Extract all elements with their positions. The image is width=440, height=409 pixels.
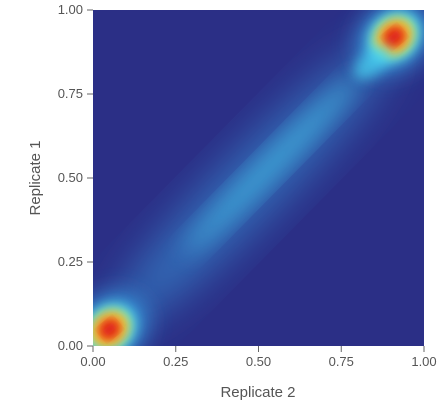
x-axis-label: Replicate 2 [220,384,295,401]
peak-center [103,323,116,335]
ridge-inner [184,76,359,254]
x-tick-label: 0.25 [163,354,188,369]
y-axis-ticks: 0.00 0.25 0.50 0.75 1.00 [58,2,93,353]
y-tick-label: 0.25 [58,254,83,269]
density-peak [357,10,424,73]
y-tick-label: 0.00 [58,338,83,353]
y-tick-label: 0.75 [58,86,83,101]
x-tick-label: 0.75 [329,354,354,369]
density-layer [93,10,424,346]
x-tick-label: 0.00 [80,354,105,369]
x-tick-label: 1.00 [411,354,436,369]
density-peak [93,293,147,346]
peak-center [388,31,400,43]
x-tick-label: 0.50 [246,354,271,369]
y-tick-label: 1.00 [58,2,83,17]
y-axis-label: Replicate 1 [27,140,44,215]
peak-tail [353,46,391,80]
x-axis-ticks: 0.00 0.25 0.50 0.75 1.00 [80,346,437,369]
y-tick-label: 0.50 [58,170,83,185]
density-ridge [112,46,389,327]
